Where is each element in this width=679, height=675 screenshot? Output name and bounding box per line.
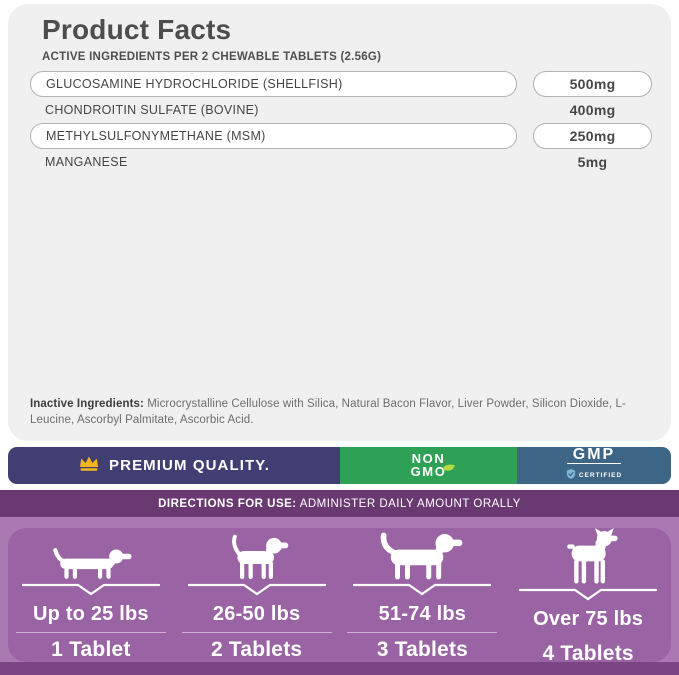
- gmp-certified-badge: GMP CERTIFIED: [517, 447, 671, 484]
- ingredient-name: CHONDROITIN SULFATE (BOVINE): [45, 103, 259, 117]
- dosage-column-4: Over 75 lbs 4 Tablets: [505, 528, 671, 665]
- shield-check-icon: [566, 466, 576, 484]
- dosage-column-3: 51-74 lbs 3 Tablets: [340, 528, 506, 662]
- premium-quality-label: PREMIUM QUALITY.: [109, 457, 270, 474]
- premium-quality-badge: PREMIUM QUALITY.: [8, 447, 340, 484]
- dose-label: 2 Tablets: [210, 638, 303, 661]
- ingredient-name: METHYLSULFONYMETHANE (MSM): [30, 123, 517, 149]
- notch-divider: [518, 588, 658, 606]
- non-gmo-line2: GMO: [411, 464, 456, 479]
- directions-text: ADMINISTER DAILY AMOUNT ORALLY: [296, 497, 521, 510]
- inactive-ingredients: Inactive Ingredients: Microcrystalline C…: [30, 396, 644, 428]
- product-facts-card: Product Facts ACTIVE INGREDIENTS PER 2 C…: [8, 4, 671, 441]
- non-gmo-line1: NON: [411, 451, 446, 466]
- retriever-icon: [378, 528, 466, 581]
- dose-label: 3 Tablets: [376, 638, 469, 661]
- dosage-column-2: 26-50 lbs 2 Tablets: [174, 528, 340, 662]
- table-row: MANGANESE 5mg: [30, 149, 652, 175]
- dachshund-icon: [49, 528, 133, 581]
- beagle-icon: [224, 528, 290, 581]
- dose-label: 4 Tablets: [542, 642, 634, 665]
- weight-range-label: 51-74 lbs: [378, 603, 467, 626]
- active-ingredients-heading: ACTIVE INGREDIENTS PER 2 CHEWABLE TABLET…: [42, 51, 382, 63]
- leaf-icon: [441, 460, 456, 475]
- notch-divider: [21, 583, 161, 601]
- ingredient-amount: 500mg: [533, 71, 652, 97]
- directions-label: DIRECTIONS FOR USE:: [158, 497, 297, 510]
- divider: [181, 632, 332, 633]
- inactive-ingredients-text: Microcrystalline Cellulose with Silica, …: [30, 398, 626, 426]
- ingredient-amount: 5mg: [577, 154, 608, 170]
- gmp-label: GMP: [572, 446, 616, 463]
- gmp-certified-label: CERTIFIED: [578, 471, 623, 479]
- dose-label: 1 Tablet: [51, 638, 131, 661]
- crown-icon: [78, 455, 100, 477]
- divider: [347, 632, 498, 633]
- notch-divider: [187, 583, 327, 601]
- dosage-column-1: Up to 25 lbs 1 Tablet: [8, 528, 174, 662]
- ingredient-amount: 400mg: [569, 102, 616, 118]
- notch-divider: [352, 583, 492, 601]
- non-gmo-badge: NON GMO: [340, 447, 517, 484]
- inactive-ingredients-label: Inactive Ingredients:: [30, 398, 144, 410]
- table-row: METHYLSULFONYMETHANE (MSM) 250mg: [30, 123, 652, 149]
- directions-bar: DIRECTIONS FOR USE: ADMINISTER DAILY AMO…: [0, 490, 679, 517]
- dosage-section: Up to 25 lbs 1 Tablet: [0, 517, 679, 675]
- table-row: GLUCOSAMINE HYDROCHLORIDE (SHELLFISH) 50…: [30, 71, 652, 97]
- table-row: CHONDROITIN SULFATE (BOVINE) 400mg: [30, 97, 652, 123]
- ingredient-table: GLUCOSAMINE HYDROCHLORIDE (SHELLFISH) 50…: [30, 71, 652, 175]
- ingredient-name: GLUCOSAMINE HYDROCHLORIDE (SHELLFISH): [30, 71, 517, 97]
- divider: [15, 632, 166, 633]
- gmp-underline: [567, 463, 621, 464]
- weight-range-label: Up to 25 lbs: [33, 603, 149, 626]
- dosage-card: Up to 25 lbs 1 Tablet: [8, 528, 671, 665]
- boxer-icon: [556, 528, 620, 586]
- page-title: Product Facts: [42, 14, 232, 45]
- weight-range-label: Over 75 lbs: [533, 608, 644, 630]
- ingredient-amount: 250mg: [533, 123, 652, 149]
- bottom-edge-strip: [0, 662, 679, 675]
- weight-range-label: 26-50 lbs: [212, 603, 301, 626]
- quality-badges-bar: PREMIUM QUALITY. NON GMO GMP CERTIFIED: [8, 447, 671, 484]
- ingredient-name: MANGANESE: [45, 155, 128, 169]
